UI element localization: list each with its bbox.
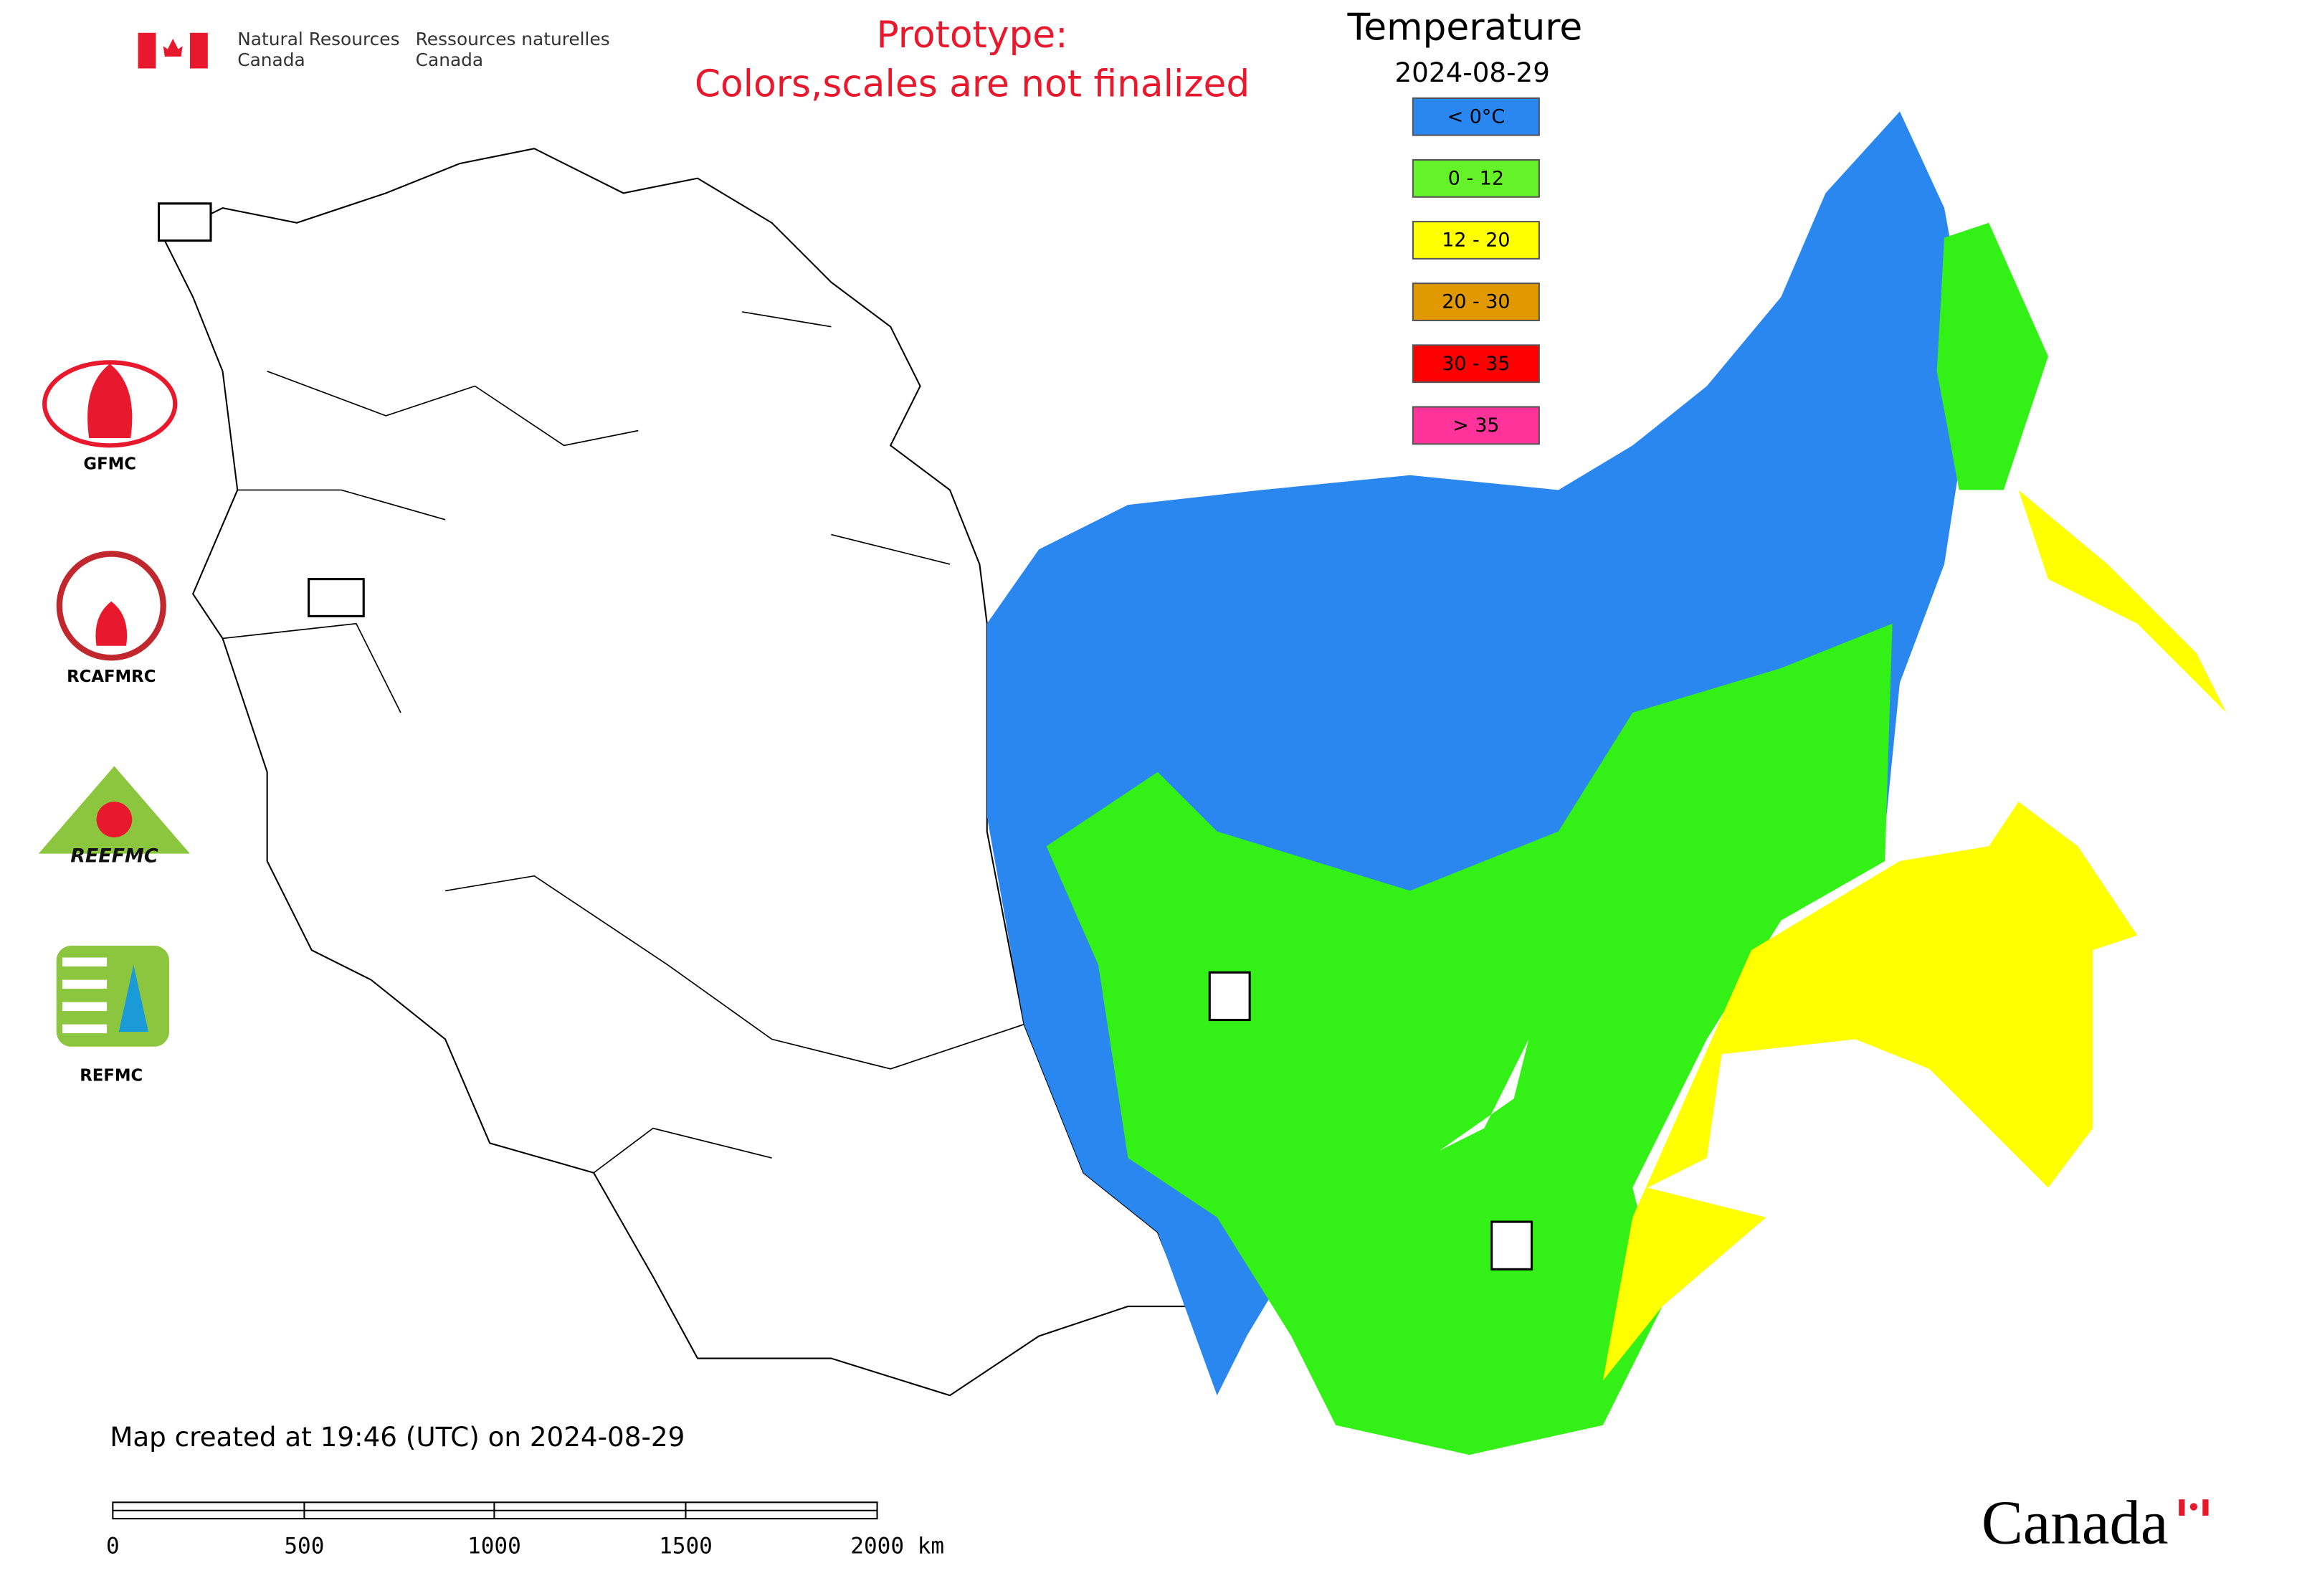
border-lines [222,311,1024,1174]
reefmc-logo [38,766,190,854]
scale-bar [112,1501,878,1520]
legend-date: 2024-08-29 [1394,57,1549,88]
area-12-20-east [2018,490,2227,713]
legend-title: Temperature [1346,6,1582,49]
logo-marker [308,578,365,617]
scale-label: 500 [284,1533,324,1559]
refmc-logo [56,945,170,1047]
logo-marker [157,202,212,242]
rcafmrc-logo [56,551,166,661]
scale-labels: 0 500 1000 1500 2000 km [106,1533,944,1559]
area-0-12 [1046,623,1893,1455]
legend-swatch [1412,282,1540,322]
agency-fr: Ressources naturelles [416,29,610,49]
legend-label: 12 - 20 [1442,229,1510,252]
wordmark-flag [2179,1499,2209,1516]
logo-marker [1208,971,1251,1022]
logo-label: REFMC [80,1067,143,1086]
scale-label: 1000 [467,1533,521,1559]
canada-flag [138,32,208,69]
logo-label: RCAFMRC [67,668,156,686]
scale-label: 2000 km [850,1533,944,1559]
scale-label: 1500 [659,1533,713,1559]
gfmc-logo [42,360,178,448]
agency-fr: Canada [416,49,483,70]
legend-swatch [1412,158,1540,198]
legend-swatch [1412,221,1540,260]
agency-en: Natural Resources [237,29,399,49]
created-note: Map created at 19:46 (UTC) on 2024-08-29 [110,1421,685,1453]
notice: Prototype: [876,14,1067,57]
legend-swatch [1412,97,1540,136]
legend-label: > 35 [1452,414,1499,437]
legend-swatch [1412,344,1540,384]
logo-label: GFMC [83,455,136,474]
area-0-12-east [1936,222,2048,490]
notice: Colors,scales are not finalized [695,62,1250,105]
legend-label: 0 - 12 [1448,167,1504,189]
legend-label: 30 - 35 [1442,353,1510,375]
legend-label: < 0°C [1447,105,1505,128]
agency-en: Canada [237,49,305,70]
legend-label: 20 - 30 [1442,291,1510,313]
logo-marker [1490,1220,1533,1270]
scale-label: 0 [106,1533,120,1559]
canada-wordmark: Canada [1982,1488,2169,1557]
area-12-20 [1602,802,2138,1381]
legend: < 0°C 0 - 12 12 - 20 20 - 30 30 - 35 > 35 [1412,97,1540,445]
logo-text: REEFMC [70,845,158,867]
legend-swatch [1412,406,1540,445]
